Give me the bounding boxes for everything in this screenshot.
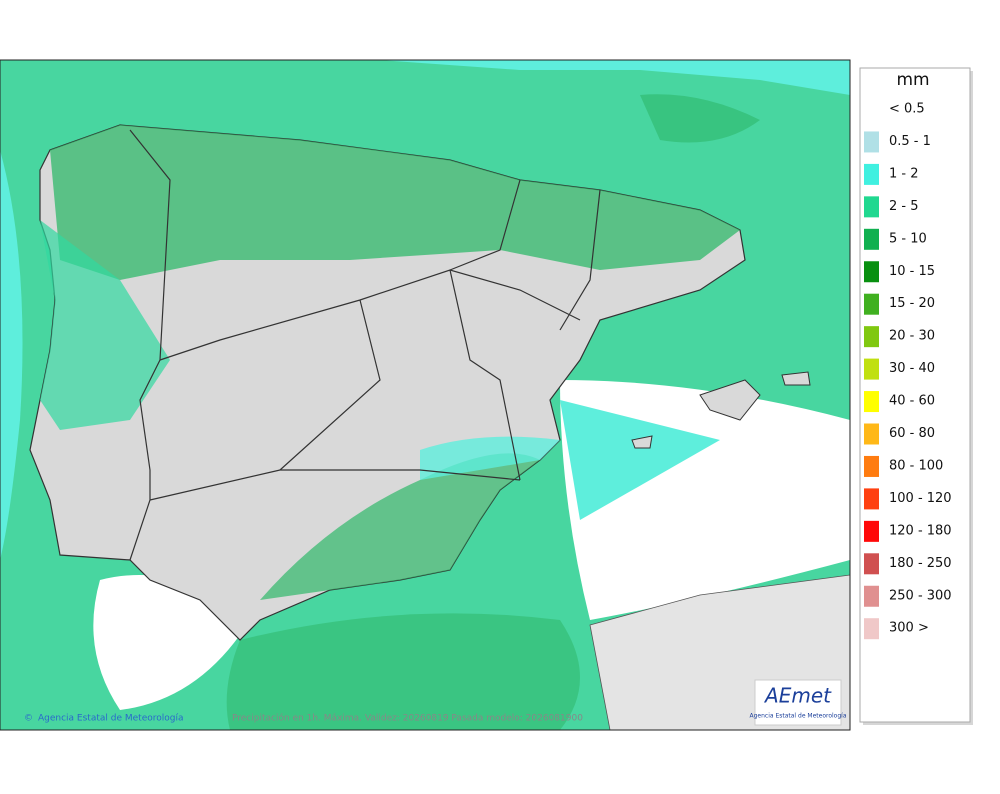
legend-swatch [864,196,879,218]
legend-label: 2 - 5 [889,199,919,214]
precip-area [640,94,760,143]
legend-label: 20 - 30 [889,329,935,344]
precip-area [226,613,580,730]
precip-area [380,60,850,95]
legend-label: 15 - 20 [889,296,935,311]
border [279,299,381,471]
border [159,269,581,361]
legend-title: mm [896,70,929,90]
legend-label: 100 - 120 [889,491,952,506]
precip-area [260,453,540,600]
precip-area [0,150,23,560]
border [449,269,521,481]
legend-label: 180 - 250 [889,556,952,571]
legend-swatch [864,163,879,185]
legend-swatch [864,618,879,640]
legend-swatch [864,520,879,542]
legend-label: < 0.5 [889,102,925,117]
caption: Precipitación en 1h. Máxima. Validez: 20… [232,713,583,724]
legend-swatch [864,228,879,250]
credit: Agencia Estatal de Meteorología [38,714,184,724]
legend-swatch [864,488,879,510]
legend-swatch [864,455,879,477]
border [559,189,601,331]
precip-area [560,400,720,520]
precip-area [50,125,740,280]
legend-label: 80 - 100 [889,458,943,473]
legend-swatch [864,261,879,283]
legend-swatch [864,585,879,607]
legend-swatch [864,391,879,413]
legend-label: 5 - 10 [889,231,927,246]
legend-label: 10 - 15 [889,264,935,279]
map [0,60,850,730]
legend-label: 60 - 80 [889,426,935,441]
logo-name: AEmet [763,684,832,708]
legend-label: 1 - 2 [889,166,919,181]
legend-label: 30 - 40 [889,361,935,376]
legend-label: 40 - 60 [889,394,935,409]
island [699,379,761,421]
legend-swatch [864,293,879,315]
legend-swatch [864,553,879,575]
legend-label: 120 - 180 [889,523,952,538]
legend-swatch [864,423,879,445]
legend-swatch [864,131,879,153]
legend-label: 250 - 300 [889,588,952,603]
legend-swatch [864,326,879,348]
border [149,469,521,501]
borders [129,129,601,561]
legend-swatch [864,358,879,380]
logo-box [754,679,842,726]
precip-area [40,220,170,430]
precip-area [420,436,560,480]
logo-subtitle: Agencia Estatal de Meteorología [750,713,847,720]
island [631,435,653,449]
legend-label: 0.5 - 1 [889,134,931,149]
legend-label: 300 > [889,621,929,636]
map-frame [0,59,851,731]
island [781,371,811,386]
credit-icon: © [24,714,33,724]
border [449,179,521,271]
